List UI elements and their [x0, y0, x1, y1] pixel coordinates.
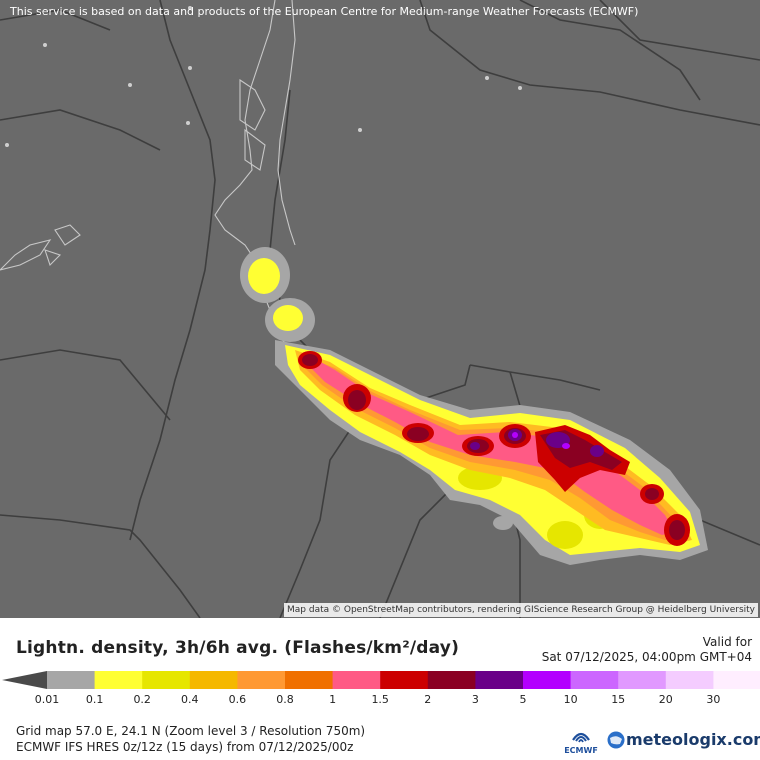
- legend-tick-label: 20: [659, 693, 673, 706]
- valid-label: Valid for: [702, 635, 752, 649]
- legend-tick-label: 0.8: [276, 693, 294, 706]
- map-canvas: [0, 0, 760, 618]
- legend-swatch: [570, 671, 619, 689]
- meteologix-logo[interactable]: meteologix.com: [606, 729, 760, 751]
- legend-tick-label: 2: [424, 693, 431, 706]
- grid-info: Grid map 57.0 E, 24.1 N (Zoom level 3 / …: [16, 724, 366, 738]
- legend-swatch: [475, 671, 524, 689]
- parameter-title: Lightn. density, 3h/6h avg. (Flashes/km²…: [16, 638, 460, 658]
- ecmwf-emblem-icon: [572, 732, 590, 743]
- legend-tick-label: 10: [564, 693, 578, 706]
- color-legend: 0.01 0.1 0.2 0.4 0.6 0.8 1 1.5 2 3 5 10 15 20 30: [2, 671, 760, 706]
- meteologix-globe-icon: [607, 731, 625, 749]
- ecmwf-logo[interactable]: ECMWF: [560, 728, 602, 758]
- legend-swatch: [618, 671, 667, 689]
- legend-bar: [2, 671, 760, 689]
- legend-tick-label: 30: [706, 693, 720, 706]
- legend-tick-label: 1: [329, 693, 336, 706]
- legend-tick-label: 0.1: [86, 693, 104, 706]
- legend-tick-label: 0.01: [35, 693, 60, 706]
- ecmwf-logo-text: ECMWF: [564, 746, 598, 755]
- legend-swatch: [523, 671, 572, 689]
- legend-tick-label: 0.6: [229, 693, 247, 706]
- legend-swatch: [237, 671, 286, 689]
- legend-swatch: [665, 671, 714, 689]
- brand-name: meteologix.com: [626, 730, 760, 749]
- legend-swatch: [427, 671, 476, 689]
- legend-swatch: [285, 671, 334, 689]
- legend-swatch: [47, 671, 96, 689]
- ecmwf-data-notice: This service is based on data and produc…: [10, 5, 639, 18]
- lightning-density-overlay: [240, 247, 708, 565]
- legend-tick-label: 0.4: [181, 693, 199, 706]
- legend-underflow-arrow: [2, 671, 47, 689]
- legend-swatch: [332, 671, 381, 689]
- valid-time: Sat 07/12/2025, 04:00pm GMT+04: [541, 650, 752, 664]
- model-info: ECMWF IFS HRES 0z/12z (15 days) from 07/…: [16, 740, 354, 754]
- legend-labels: 0.01 0.1 0.2 0.4 0.6 0.8 1 1.5 2 3 5 10 15 20 30: [35, 693, 721, 706]
- legend-tick-label: 0.2: [133, 693, 151, 706]
- legend-tick-label: 5: [520, 693, 527, 706]
- legend-tick-label: 3: [472, 693, 479, 706]
- legend-tick-label: 15: [611, 693, 625, 706]
- place-markers: [5, 6, 522, 147]
- legend-swatch: [94, 671, 143, 689]
- weather-map[interactable]: This service is based on data and produc…: [0, 0, 760, 618]
- legend-swatch: [713, 671, 760, 689]
- legend-swatch: [380, 671, 429, 689]
- legend-tick-label: 1.5: [371, 693, 389, 706]
- legend-swatch: [142, 671, 191, 689]
- legend-swatch: [189, 671, 238, 689]
- map-attribution[interactable]: Map data © OpenStreetMap contributors, r…: [284, 603, 758, 617]
